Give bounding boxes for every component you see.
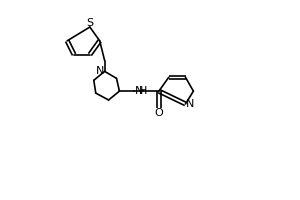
Text: H: H	[139, 86, 147, 96]
Text: N: N	[135, 86, 144, 96]
Text: N: N	[186, 99, 194, 109]
Text: O: O	[154, 108, 163, 118]
Text: N: N	[96, 66, 104, 76]
Text: S: S	[86, 18, 93, 28]
